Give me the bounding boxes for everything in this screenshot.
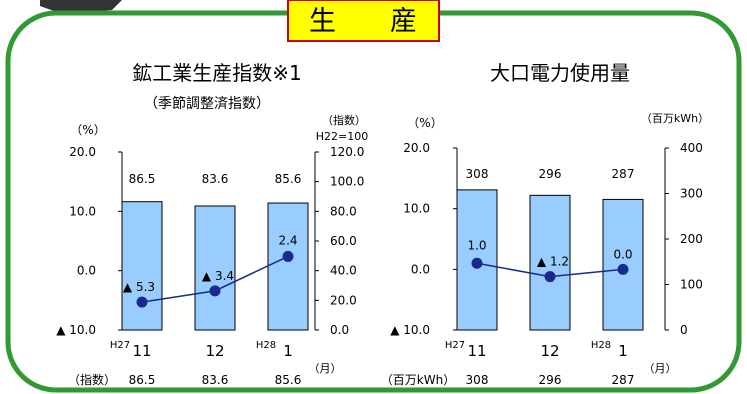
chart2-line-point (544, 271, 556, 283)
chart1-line-point (282, 250, 294, 262)
chart2-bar-label: 308 (466, 167, 489, 181)
chart1-right-tick-label: 120.0 (330, 145, 364, 159)
chart2-bar-label: 287 (612, 167, 635, 181)
chart2-left-tick-label: 0.0 (411, 262, 430, 276)
chart2-line-label: 0.0 (613, 247, 632, 261)
chart1-era-label: H27 (110, 340, 130, 351)
charts-layer: 20.010.00.0▲ 10.0120.0100.080.060.040.02… (56, 141, 703, 387)
chart2-line-label: 1.0 (467, 238, 486, 252)
chart2-table-label: （百万kWh） (381, 373, 455, 387)
chart1-right-tick-label: 60.0 (330, 234, 357, 248)
chart1-table-value: 85.6 (275, 373, 302, 387)
chart1-right-tick-label: 80.0 (330, 204, 357, 218)
chart1-line-point (136, 296, 148, 308)
chart1-bar (194, 205, 236, 331)
header-box (287, 0, 440, 42)
chart2-left-unit: （%） (407, 116, 442, 130)
chart1-left-tick-label: 0.0 (77, 264, 96, 278)
chart2-right-tick-label: 100 (680, 278, 703, 292)
chart1-bar (267, 202, 309, 331)
chart1-bar-label: 86.5 (129, 172, 156, 186)
chart1-right-tick-label: 0.0 (330, 323, 349, 337)
chart2-bar (529, 194, 571, 331)
chart1-bar (121, 201, 163, 331)
chart1-table-label: （指数） (68, 372, 116, 387)
chart1-table-value: 86.5 (129, 373, 156, 387)
chart2-era-label: H28 (591, 340, 611, 351)
chart1-era-label: H28 (256, 340, 276, 351)
chart1-right-tick-label: 20.0 (330, 293, 357, 307)
chart2-line-label: ▲ 1.2 (537, 255, 569, 269)
chart2-left-tick-label: ▲ 10.0 (390, 323, 430, 337)
chart2-month-unit: （月） (644, 362, 677, 375)
chart2-category-label: 12 (540, 342, 559, 360)
chart2-right-tick-label: 0 (680, 323, 688, 337)
chart2-left-tick-label: 10.0 (403, 202, 430, 216)
chart1-subtitle: （季節調整済指数） (144, 95, 270, 112)
chart1-category-label: 12 (205, 342, 224, 360)
chart1-right-unit: （指数） (322, 113, 366, 127)
chart2-right-tick-label: 200 (680, 232, 703, 246)
chart1-bar-label: 83.6 (202, 172, 229, 186)
chart1-right-base: H22=100 (316, 130, 368, 143)
chart1-left-unit: （%） (70, 123, 105, 137)
chart2-left-tick-label: 20.0 (403, 141, 430, 155)
chart1-line-label: ▲ 3.4 (202, 269, 234, 283)
chart1-line-label: 2.4 (278, 233, 297, 247)
chart2-category-label: 1 (618, 342, 628, 360)
chart2-line-point (471, 257, 483, 269)
chart1-table-value: 83.6 (202, 373, 229, 387)
chart2-line-point (617, 263, 629, 275)
chart2-right-tick-label: 400 (680, 141, 703, 155)
chart1-right-tick-label: 40.0 (330, 264, 357, 278)
chart2-bar-label: 296 (539, 167, 562, 181)
chart2-table-value: 308 (466, 373, 489, 387)
chart2-category-label: 11 (467, 342, 486, 360)
chart1-left-tick-label: ▲ 10.0 (56, 323, 96, 337)
chart1-right-tick-label: 100.0 (330, 175, 364, 189)
chart2-table-value: 287 (612, 373, 635, 387)
chart1-category-label: 11 (132, 342, 151, 360)
chart1-left-tick-label: 20.0 (69, 145, 96, 159)
chart1-bar-label: 85.6 (275, 172, 302, 186)
chart1-line-label: ▲ 5.3 (123, 280, 155, 294)
chart2-table-value: 296 (539, 373, 562, 387)
chart1-category-label: 1 (283, 342, 293, 360)
chart1-month-unit: （月） (309, 362, 342, 375)
chart1-title: 鉱工業生産指数※1 (132, 61, 301, 85)
chart1-line-point (209, 285, 221, 297)
chart1-left-tick-label: 10.0 (69, 204, 96, 218)
chart2-right-unit: （百万kWh） (641, 112, 709, 125)
chart2-right-tick-label: 300 (680, 187, 703, 201)
chart2-title: 大口電力使用量 (490, 61, 630, 85)
header-title: 生 産 (309, 6, 417, 37)
chart2-era-label: H27 (445, 340, 465, 351)
